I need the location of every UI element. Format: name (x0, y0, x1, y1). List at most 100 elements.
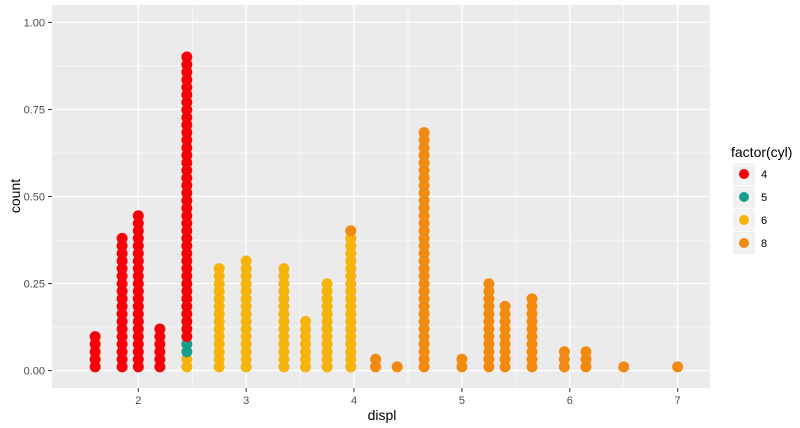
dot-cyl-8 (418, 149, 430, 161)
dot-cyl-6 (345, 270, 357, 282)
legend-swatch-4 (739, 169, 749, 179)
dot-cyl-8 (483, 300, 495, 312)
dot-cyl-6 (213, 315, 225, 327)
dot-cyl-8 (418, 300, 430, 312)
dot-cyl-8 (418, 217, 430, 229)
dot-cyl-8 (370, 361, 382, 373)
legend-label-4: 4 (761, 169, 767, 181)
dot-cyl-6 (278, 323, 290, 335)
dot-cyl-8 (418, 225, 430, 237)
dot-cyl-8 (483, 361, 495, 373)
y-tick-label: 0.25 (24, 279, 45, 291)
dot-cyl-8 (526, 293, 538, 305)
y-tick-label: 0.50 (24, 192, 45, 204)
dot-cyl-6 (345, 353, 357, 365)
dot-cyl-6 (278, 331, 290, 343)
dot-cyl-6 (240, 300, 252, 312)
legend-title: factor(cyl) (731, 144, 792, 160)
dot-cyl-4 (181, 81, 193, 93)
dot-cyl-8 (483, 278, 495, 290)
dot-cyl-4 (181, 157, 193, 169)
dot-cyl-4 (89, 346, 101, 358)
dot-cyl-4 (181, 263, 193, 275)
dot-cyl-8 (418, 278, 430, 290)
dot-cyl-6 (213, 278, 225, 290)
dot-cyl-6 (213, 331, 225, 343)
dot-cyl-6 (299, 361, 311, 373)
dot-cyl-4 (89, 331, 101, 343)
dot-cyl-6 (345, 331, 357, 343)
dot-cyl-4 (132, 232, 144, 244)
x-axis-title: displ (368, 407, 397, 423)
dot-cyl-8 (499, 315, 511, 327)
dot-cyl-8 (483, 285, 495, 297)
dot-cyl-8 (418, 346, 430, 358)
dot-cyl-6 (181, 353, 193, 365)
dot-cyl-6 (240, 278, 252, 290)
dot-cyl-6 (321, 293, 333, 305)
dot-cyl-6 (240, 308, 252, 320)
dot-cyl-4 (181, 74, 193, 86)
dot-cyl-8 (418, 127, 430, 139)
dot-cyl-8 (499, 338, 511, 350)
dot-cyl-8 (580, 353, 592, 365)
dot-cyl-6 (321, 338, 333, 350)
dot-cyl-4 (116, 346, 128, 358)
dot-cyl-8 (418, 232, 430, 244)
dot-cyl-6 (299, 353, 311, 365)
dot-layer (89, 51, 684, 373)
dot-cyl-4 (181, 66, 193, 78)
dot-cyl-8 (418, 142, 430, 154)
dot-cyl-6 (278, 278, 290, 290)
dot-cyl-6 (240, 285, 252, 297)
dot-cyl-6 (321, 285, 333, 297)
dot-cyl-4 (132, 323, 144, 335)
dot-cyl-6 (345, 308, 357, 320)
dot-cyl-8 (483, 308, 495, 320)
dot-cyl-4 (132, 338, 144, 350)
dot-cyl-6 (345, 232, 357, 244)
dot-cyl-4 (132, 361, 144, 373)
dot-cyl-8 (418, 172, 430, 184)
dot-cyl-8 (499, 323, 511, 335)
dot-cyl-8 (483, 323, 495, 335)
dot-cyl-8 (499, 300, 511, 312)
dot-cyl-8 (526, 338, 538, 350)
dot-cyl-4 (154, 331, 166, 343)
major-gridlines (52, 5, 710, 388)
dot-cyl-4 (132, 240, 144, 252)
dot-cyl-6 (278, 361, 290, 373)
dot-cyl-6 (321, 278, 333, 290)
dot-cyl-8 (418, 361, 430, 373)
dot-cyl-8 (456, 361, 468, 373)
dot-cyl-4 (181, 51, 193, 63)
dot-cyl-8 (558, 353, 570, 365)
dot-cyl-4 (132, 285, 144, 297)
dot-cyl-4 (181, 331, 193, 343)
y-axis-title: count (7, 179, 23, 213)
dot-cyl-4 (181, 96, 193, 108)
legend-label-8: 8 (761, 238, 767, 250)
dot-cyl-8 (418, 187, 430, 199)
dot-cyl-6 (345, 338, 357, 350)
dot-cyl-8 (418, 164, 430, 176)
dot-cyl-4 (132, 331, 144, 343)
dot-cyl-6 (299, 323, 311, 335)
dot-cyl-4 (181, 210, 193, 222)
dot-cyl-4 (132, 270, 144, 282)
dot-cyl-6 (278, 300, 290, 312)
dot-cyl-4 (116, 263, 128, 275)
dot-cyl-6 (345, 263, 357, 275)
x-tick-label: 2 (135, 395, 141, 407)
dot-cyl-8 (618, 361, 630, 373)
dot-cyl-4 (181, 202, 193, 214)
y-axis: 0.00 0.25 0.50 0.75 1.00 (24, 17, 52, 378)
dot-cyl-4 (181, 217, 193, 229)
dot-cyl-6 (240, 293, 252, 305)
y-tick-label: 0.75 (24, 104, 45, 116)
dot-cyl-4 (132, 293, 144, 305)
dot-cyl-6 (299, 331, 311, 343)
dot-cyl-4 (116, 255, 128, 267)
dot-cyl-8 (456, 353, 468, 365)
dot-cyl-8 (418, 270, 430, 282)
